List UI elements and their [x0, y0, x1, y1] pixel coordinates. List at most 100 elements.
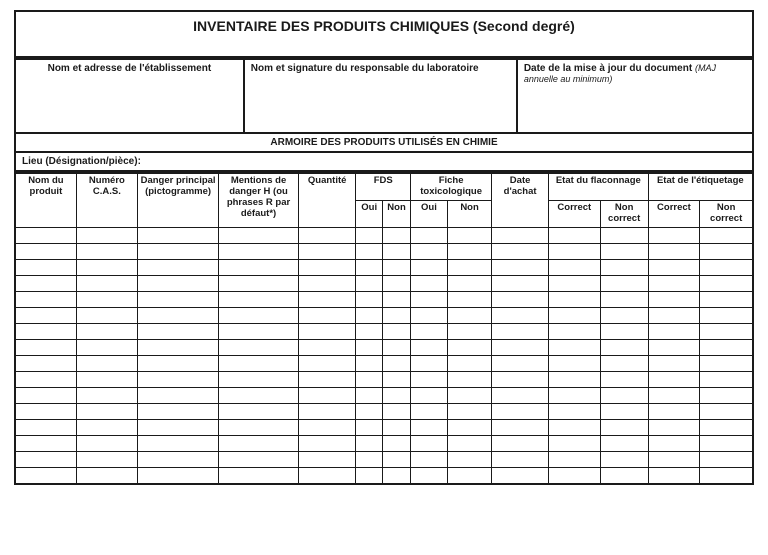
- table-cell: [383, 307, 411, 323]
- table-cell: [447, 307, 491, 323]
- table-cell: [356, 451, 383, 467]
- table-cell: [138, 275, 219, 291]
- document-title: INVENTAIRE DES PRODUITS CHIMIQUES (Secon…: [16, 12, 752, 56]
- table-cell: [356, 371, 383, 387]
- table-cell: [356, 403, 383, 419]
- col-fds-non: Non: [383, 200, 411, 227]
- table-row: [15, 275, 753, 291]
- table-cell: [383, 435, 411, 451]
- table-cell: [600, 467, 648, 484]
- table-cell: [549, 355, 601, 371]
- table-row: [15, 419, 753, 435]
- table-cell: [15, 339, 76, 355]
- table-cell: [492, 259, 549, 275]
- table-cell: [447, 323, 491, 339]
- table-cell: [138, 451, 219, 467]
- table-cell: [549, 387, 601, 403]
- table-cell: [76, 355, 137, 371]
- table-cell: [383, 355, 411, 371]
- table-cell: [76, 227, 137, 243]
- table-cell: [447, 403, 491, 419]
- table-cell: [600, 435, 648, 451]
- table-cell: [600, 339, 648, 355]
- table-row: [15, 243, 753, 259]
- table-cell: [219, 307, 299, 323]
- table-cell: [76, 275, 137, 291]
- table-cell: [600, 259, 648, 275]
- table-row: [15, 323, 753, 339]
- col-nom-produit: Nom du produit: [15, 173, 76, 227]
- table-cell: [15, 259, 76, 275]
- table-cell: [15, 387, 76, 403]
- table-cell: [298, 227, 356, 243]
- table-cell: [648, 275, 700, 291]
- table-cell: [648, 243, 700, 259]
- col-tox-non: Non: [447, 200, 491, 227]
- table-cell: [700, 227, 753, 243]
- table-cell: [356, 243, 383, 259]
- table-cell: [138, 227, 219, 243]
- table-cell: [383, 467, 411, 484]
- col-flac-correct: Correct: [549, 200, 601, 227]
- table-cell: [298, 339, 356, 355]
- table-cell: [600, 451, 648, 467]
- table-cell: [298, 323, 356, 339]
- table-cell: [549, 291, 601, 307]
- table-cell: [600, 355, 648, 371]
- section-title: ARMOIRE DES PRODUITS UTILISÉS EN CHIMIE: [15, 133, 753, 152]
- table-cell: [298, 275, 356, 291]
- table-cell: [492, 243, 549, 259]
- table-cell: [648, 435, 700, 451]
- table-cell: [383, 227, 411, 243]
- table-cell: [383, 403, 411, 419]
- table-cell: [76, 243, 137, 259]
- table-cell: [447, 435, 491, 451]
- document-frame: INVENTAIRE DES PRODUITS CHIMIQUES (Secon…: [14, 10, 754, 58]
- table-row: [15, 403, 753, 419]
- info-table: Nom et adresse de l'établissement Nom et…: [14, 58, 754, 172]
- col-etiq-noncorrect: Non correct: [700, 200, 753, 227]
- table-cell: [298, 467, 356, 484]
- table-cell: [700, 355, 753, 371]
- info-update-label: Date de la mise à jour du document (MAJ …: [524, 63, 746, 85]
- table-cell: [411, 355, 448, 371]
- table-cell: [356, 339, 383, 355]
- table-cell: [138, 307, 219, 323]
- table-cell: [411, 339, 448, 355]
- table-cell: [138, 371, 219, 387]
- table-cell: [549, 419, 601, 435]
- table-cell: [411, 403, 448, 419]
- table-cell: [76, 307, 137, 323]
- table-cell: [648, 307, 700, 323]
- table-row: [15, 227, 753, 243]
- table-cell: [411, 259, 448, 275]
- table-cell: [648, 371, 700, 387]
- col-fiche-tox: Fiche toxicologique: [411, 173, 492, 200]
- table-cell: [600, 243, 648, 259]
- table-cell: [447, 467, 491, 484]
- table-cell: [383, 275, 411, 291]
- col-flac-noncorrect: Non correct: [600, 200, 648, 227]
- table-cell: [648, 419, 700, 435]
- table-cell: [447, 451, 491, 467]
- table-cell: [411, 419, 448, 435]
- table-cell: [383, 339, 411, 355]
- table-cell: [138, 259, 219, 275]
- table-cell: [356, 387, 383, 403]
- table-cell: [492, 227, 549, 243]
- table-cell: [15, 307, 76, 323]
- table-cell: [549, 435, 601, 451]
- table-cell: [76, 259, 137, 275]
- table-cell: [549, 451, 601, 467]
- table-cell: [15, 467, 76, 484]
- table-cell: [15, 435, 76, 451]
- table-cell: [700, 467, 753, 484]
- table-cell: [492, 371, 549, 387]
- table-cell: [549, 307, 601, 323]
- table-cell: [298, 419, 356, 435]
- table-row: [15, 387, 753, 403]
- table-cell: [356, 291, 383, 307]
- col-mentions: Mentions de danger H (ou phrases R par d…: [219, 173, 299, 227]
- table-cell: [76, 387, 137, 403]
- table-cell: [700, 339, 753, 355]
